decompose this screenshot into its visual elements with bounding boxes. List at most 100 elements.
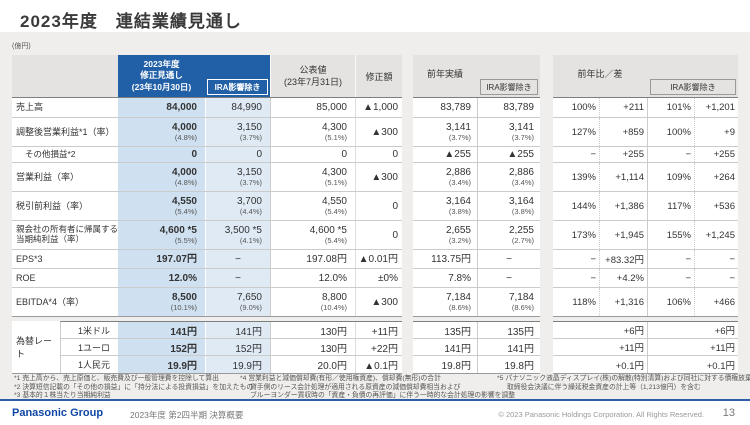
cell-yoy-pct: 144% — [571, 200, 596, 212]
cell-yoy-diff-ex-ira: +0.1円 — [647, 356, 738, 373]
footer-doc-title: 2023年度 第2四半期 決算概要 — [130, 410, 244, 420]
footnote-4: *4 営業利益と減価償却費(有形／使用権資産)、償却費(無形)の合計 貸手側のリ… — [240, 375, 516, 400]
fx-currency-label: 1ユーロ — [77, 342, 110, 353]
cell-prev-ex-ira: 2,255 (2.7%) — [477, 221, 540, 249]
cell-prev: 141円 — [444, 343, 471, 355]
row-label: EPS*3 — [16, 253, 43, 264]
table-row: 営業利益（率） 4,000 (4.8%) 3,150 (3.7%) 4,300 (5.… — [12, 163, 402, 192]
cell-prev-ex-ira: − — [477, 269, 540, 287]
cell-prev-ex-ira: 7,184 (8.6%) — [477, 288, 540, 316]
row-label: 親会社の所有者に帰属する 当期純利益（率） — [16, 224, 119, 244]
table-row: 2,655 (3.2%) 2,255 (2.7%) — [413, 221, 540, 250]
cell-announced: 0 — [270, 147, 355, 162]
table-row: 7.8% − — [413, 269, 540, 288]
main-table-body: 売上高 84,000 84,990 85,000 ▲1,000 調整後営業利益*… — [12, 97, 402, 317]
cell-forecast-ex-ira: 19.9円 — [205, 356, 270, 373]
cell-yoy-pct-ex-ira: − — [647, 147, 694, 162]
cell-forecast-ex-ira: 141円 — [205, 322, 270, 338]
row-label: EBITDA*4（率） — [16, 296, 85, 307]
fx-currency-label: 1人民元 — [77, 360, 110, 370]
cell-yoy-diff: +11円 — [619, 343, 644, 354]
cell-forecast: 84,000 — [118, 98, 205, 117]
unit-note: (億円) — [12, 43, 31, 50]
cell-yoy-diff: +83.32円 — [599, 250, 647, 268]
yoy-body: 100% +211 101% +1,201 127% +859 100% +9 … — [553, 97, 738, 317]
cell-forecast-ex-ira: 7,650 (9.0%) — [205, 288, 270, 316]
table-row: 1人民元 19.9円 19.9円 20.0円 ▲0.1円 — [61, 356, 402, 373]
table-row: 税引前利益（率） 4,550 (5.4%) 3,700 (4.4%) 4,550 (5… — [12, 192, 402, 221]
header-revision-label: 修正額 — [355, 55, 402, 97]
cell-yoy-pct: − — [590, 272, 596, 284]
table-row: 1米ドル 141円 141円 130円 +11円 — [61, 322, 402, 339]
cell-yoy-diff-ex-ira: − — [694, 250, 738, 268]
fx-currency-label: 1米ドル — [77, 325, 110, 336]
cell-revision: ±0% — [355, 269, 402, 287]
cell-yoy-diff-ex-ira: +6円 — [647, 322, 738, 338]
fx-table-yoy: +6円 +6円 +11円 +11円 +0.1円 +0.1円 — [553, 321, 738, 374]
cell-revision: ▲300 — [355, 118, 402, 146]
cell-prev-ex-ira: ▲255 — [477, 147, 540, 162]
cell-announced: 130円 — [270, 339, 355, 355]
header-ratio-ira-label: IRA影響除き — [650, 79, 736, 95]
cell-yoy-diff-ex-ira: +11円 — [647, 339, 738, 355]
table-row: 19.8円 19.8円 — [413, 356, 540, 373]
table-row: 173% +1,945 155% +1,245 — [553, 221, 738, 250]
cell-revision: ▲300 — [355, 163, 402, 191]
cell-yoy-pct: 139% — [571, 171, 596, 183]
row-label: 調整後営業利益*1（率） — [16, 126, 115, 137]
cell-prev: 19.8円 — [441, 361, 471, 372]
header-prev-ira-label: IRA影響除き — [480, 79, 538, 95]
cell-revision: ▲300 — [355, 288, 402, 316]
cell-prev-ex-ira: 141円 — [477, 339, 540, 355]
footer-copyright: © 2023 Panasonic Holdings Corporation. A… — [498, 410, 704, 419]
header-announced-label: 公表値 (23年7月31日) — [270, 55, 355, 97]
main-table-header: 2023年度 修正見通し (23年10月30日) IRA影響除き 公表値 (23… — [12, 55, 402, 97]
cell-forecast-ex-ira: 3,150 (3.7%) — [205, 163, 270, 191]
row-label: ROE — [16, 272, 36, 283]
fx-table-main: 為替レート 1米ドル 141円 141円 130円 +11円 1ユーロ 152円… — [12, 321, 402, 374]
cell-announced: 4,300 (5.1%) — [270, 163, 355, 191]
table-row: ▲255 ▲255 — [413, 147, 540, 163]
cell-yoy-diff: +859 — [599, 118, 647, 146]
cell-prev: 3,141 (3.7%) — [445, 122, 471, 142]
cell-forecast-ex-ira: 3,500 *5 (4.1%) — [205, 221, 270, 249]
cell-prev: 113.75円 — [431, 253, 471, 265]
table-row: 141円 141円 — [413, 339, 540, 356]
cell-forecast-ex-ira: 3,150 (3.7%) — [205, 118, 270, 146]
cell-forecast: 0 — [118, 147, 205, 162]
main-table: 2023年度 修正見通し (23年10月30日) IRA影響除き 公表値 (23… — [12, 55, 402, 317]
table-row: 127% +859 100% +9 — [553, 118, 738, 147]
cell-revision: 0 — [355, 147, 402, 162]
table-row: +11円 +11円 — [553, 339, 738, 356]
cell-revision: 0 — [355, 221, 402, 249]
cell-yoy-pct-ex-ira: 117% — [647, 192, 694, 220]
table-row: その他損益*2 0 0 0 0 — [12, 147, 402, 163]
fx-label: 為替レート — [16, 336, 53, 359]
table-row: − +83.32円 − − — [553, 250, 738, 269]
cell-announced: 4,600 *5 (5.4%) — [270, 221, 355, 249]
fx-table-prev: 135円 135円 141円 141円 19.8円 19.8円 — [413, 321, 540, 374]
cell-yoy-diff: +0.1円 — [615, 360, 644, 372]
cell-yoy-pct-ex-ira: 109% — [647, 163, 694, 191]
cell-announced: 197.08円 — [270, 250, 355, 268]
table-row: 3,141 (3.7%) 3,141 (3.7%) — [413, 118, 540, 147]
cell-yoy-pct: 118% — [572, 296, 596, 308]
cell-yoy-pct-ex-ira: 101% — [647, 98, 694, 117]
cell-yoy-pct: − — [590, 253, 596, 265]
table-row: 139% +1,114 109% +264 — [553, 163, 738, 192]
cell-prev-ex-ira: − — [477, 250, 540, 268]
cell-announced: 85,000 — [270, 98, 355, 117]
cell-yoy-pct: 173% — [571, 229, 596, 241]
cell-forecast-ex-ira: − — [205, 250, 270, 268]
table-row: 83,789 83,789 — [413, 98, 540, 118]
table-row: ROE 12.0% − 12.0% ±0% — [12, 269, 402, 288]
footer: Panasonic Group 2023年度 第2四半期 決算概要 © 2023… — [0, 401, 750, 425]
cell-forecast: 197.07円 — [118, 250, 205, 268]
cell-prev: ▲255 — [444, 149, 471, 160]
cell-yoy-pct-ex-ira: 106% — [647, 288, 694, 316]
cell-prev: 3,164 (3.8%) — [445, 196, 471, 216]
table-row: EPS*3 197.07円 − 197.08円 ▲0.01円 — [12, 250, 402, 269]
cell-yoy-pct-ex-ira: 155% — [647, 221, 694, 249]
page-number: 13 — [722, 407, 735, 419]
cell-announced: 12.0% — [270, 269, 355, 287]
